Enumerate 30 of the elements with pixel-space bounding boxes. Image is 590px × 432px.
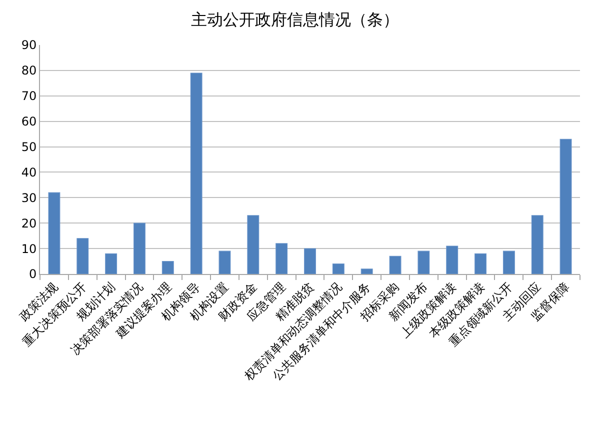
y-tick-label: 10 (21, 242, 37, 256)
bar (76, 238, 89, 274)
chart-title: 主动公开政府信息情况（条） (191, 10, 399, 30)
bar (133, 222, 146, 274)
bar (332, 264, 344, 274)
bar (190, 72, 202, 274)
bar (502, 250, 515, 274)
bar (247, 215, 260, 274)
bar (531, 215, 544, 274)
bar (162, 260, 174, 274)
bar (304, 248, 316, 274)
bar (446, 246, 458, 274)
bar (418, 250, 430, 274)
bar (48, 192, 60, 274)
bar (360, 268, 373, 274)
bar (389, 256, 402, 274)
y-tick-label: 90 (21, 38, 37, 52)
y-tick-label: 50 (21, 140, 37, 154)
y-tick-label: 80 (21, 64, 37, 78)
y-tick-label: 20 (21, 216, 37, 230)
y-tick-label: 0 (28, 267, 37, 282)
bar (474, 253, 487, 274)
bar (105, 253, 118, 274)
bar (560, 138, 572, 274)
y-tick-label: 60 (21, 114, 37, 129)
bar (276, 243, 288, 274)
y-tick-label: 40 (21, 165, 37, 180)
y-tick-label: 70 (21, 89, 37, 104)
bar (218, 250, 231, 274)
y-tick-label: 30 (21, 190, 37, 205)
